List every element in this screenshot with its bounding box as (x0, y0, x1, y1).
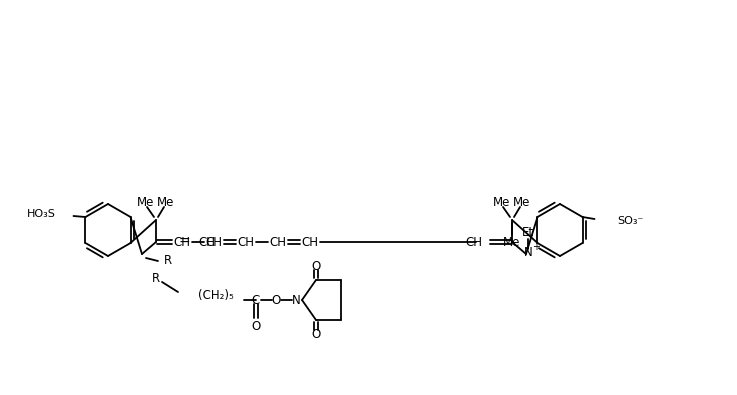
Text: Me: Me (493, 196, 511, 209)
Text: (CH₂)₅: (CH₂)₅ (198, 290, 234, 303)
Text: O: O (271, 293, 281, 307)
Text: +: + (532, 242, 540, 252)
Text: Me: Me (157, 196, 175, 209)
Text: SO₃⁻: SO₃⁻ (618, 216, 644, 226)
Text: R: R (164, 254, 172, 267)
Text: CH: CH (206, 235, 223, 248)
Text: CH: CH (301, 235, 318, 248)
Text: N: N (523, 246, 532, 258)
Text: HO₃S: HO₃S (27, 209, 55, 219)
Text: CH: CH (270, 235, 287, 248)
Text: N: N (292, 293, 301, 307)
Text: O: O (311, 260, 321, 273)
Text: Me: Me (513, 196, 531, 209)
Text: Me: Me (137, 196, 155, 209)
Text: =: = (178, 235, 190, 249)
Text: O: O (311, 327, 321, 340)
Text: CH: CH (237, 235, 254, 248)
Text: O: O (251, 320, 261, 333)
Text: CH: CH (173, 235, 190, 248)
Text: CH: CH (198, 235, 215, 248)
Text: Me: Me (503, 235, 520, 248)
Text: Et: Et (522, 226, 534, 239)
Text: CH: CH (465, 235, 482, 248)
Text: C: C (252, 293, 260, 307)
Text: R: R (152, 271, 160, 284)
